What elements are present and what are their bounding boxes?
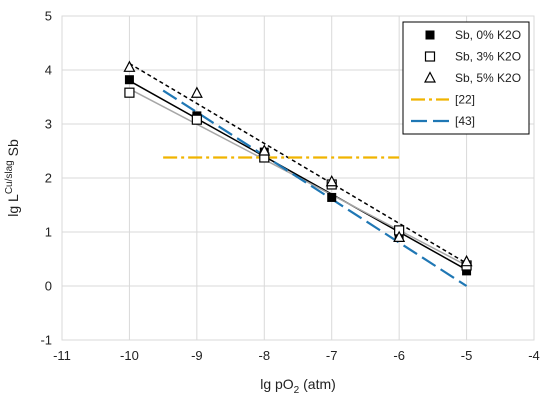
x-axis-title: lg pO2 (atm): [260, 376, 336, 396]
data-point: [460, 254, 473, 267]
legend-label: Sb, 3% K2O: [455, 50, 521, 64]
legend-marker: [425, 30, 435, 40]
data-point: [325, 174, 338, 187]
data-point: [258, 144, 271, 156]
data-point: [393, 230, 406, 242]
x-tick-label: -10: [120, 348, 139, 363]
legend-label: [22]: [455, 93, 475, 107]
data-point: [327, 192, 337, 202]
legend-label: Sb, 5% K2O: [455, 71, 521, 85]
data-point: [191, 114, 202, 125]
legend-box: [402, 21, 530, 135]
x-tick-label: -6: [393, 348, 405, 363]
data-point: [123, 60, 136, 72]
y-axis-title: lg LCu/slag Sb: [4, 139, 21, 217]
x-tick-label: -9: [191, 348, 203, 363]
x-tick-label: -4: [528, 348, 540, 363]
x-tick-label: -11: [53, 348, 71, 363]
y-tick-label: 2: [45, 171, 52, 186]
legend-label: Sb, 0% K2O: [455, 28, 521, 42]
legend-marker: [424, 51, 436, 62]
data-point: [462, 266, 472, 276]
legend-marker: [424, 71, 436, 83]
y-tick-label: 1: [45, 225, 52, 240]
data-point: [124, 87, 135, 98]
legend: Sb, 0% K2O Sb, 3% K2O Sb, 5% K2O [22] [43]: [402, 21, 530, 135]
y-tick-label: 3: [45, 117, 52, 132]
plot-frame: [61, 15, 535, 341]
x-tick-label: -8: [259, 348, 271, 363]
y-tick-label: -1: [40, 333, 52, 348]
y-tick-label: 0: [45, 279, 52, 294]
reference-line: [162, 89, 468, 287]
legend-label: [43]: [455, 114, 475, 128]
data-point: [190, 86, 203, 98]
reference-lines: [162, 89, 468, 287]
y-tick-label: 5: [45, 9, 52, 24]
trend-line: [129, 80, 467, 271]
x-tick-label: -7: [326, 348, 338, 363]
y-tick-label: 4: [45, 63, 52, 78]
data-point: [124, 75, 134, 85]
data-markers: [123, 60, 473, 276]
x-tick-label: -5: [461, 348, 473, 363]
trend-line: [129, 62, 467, 264]
